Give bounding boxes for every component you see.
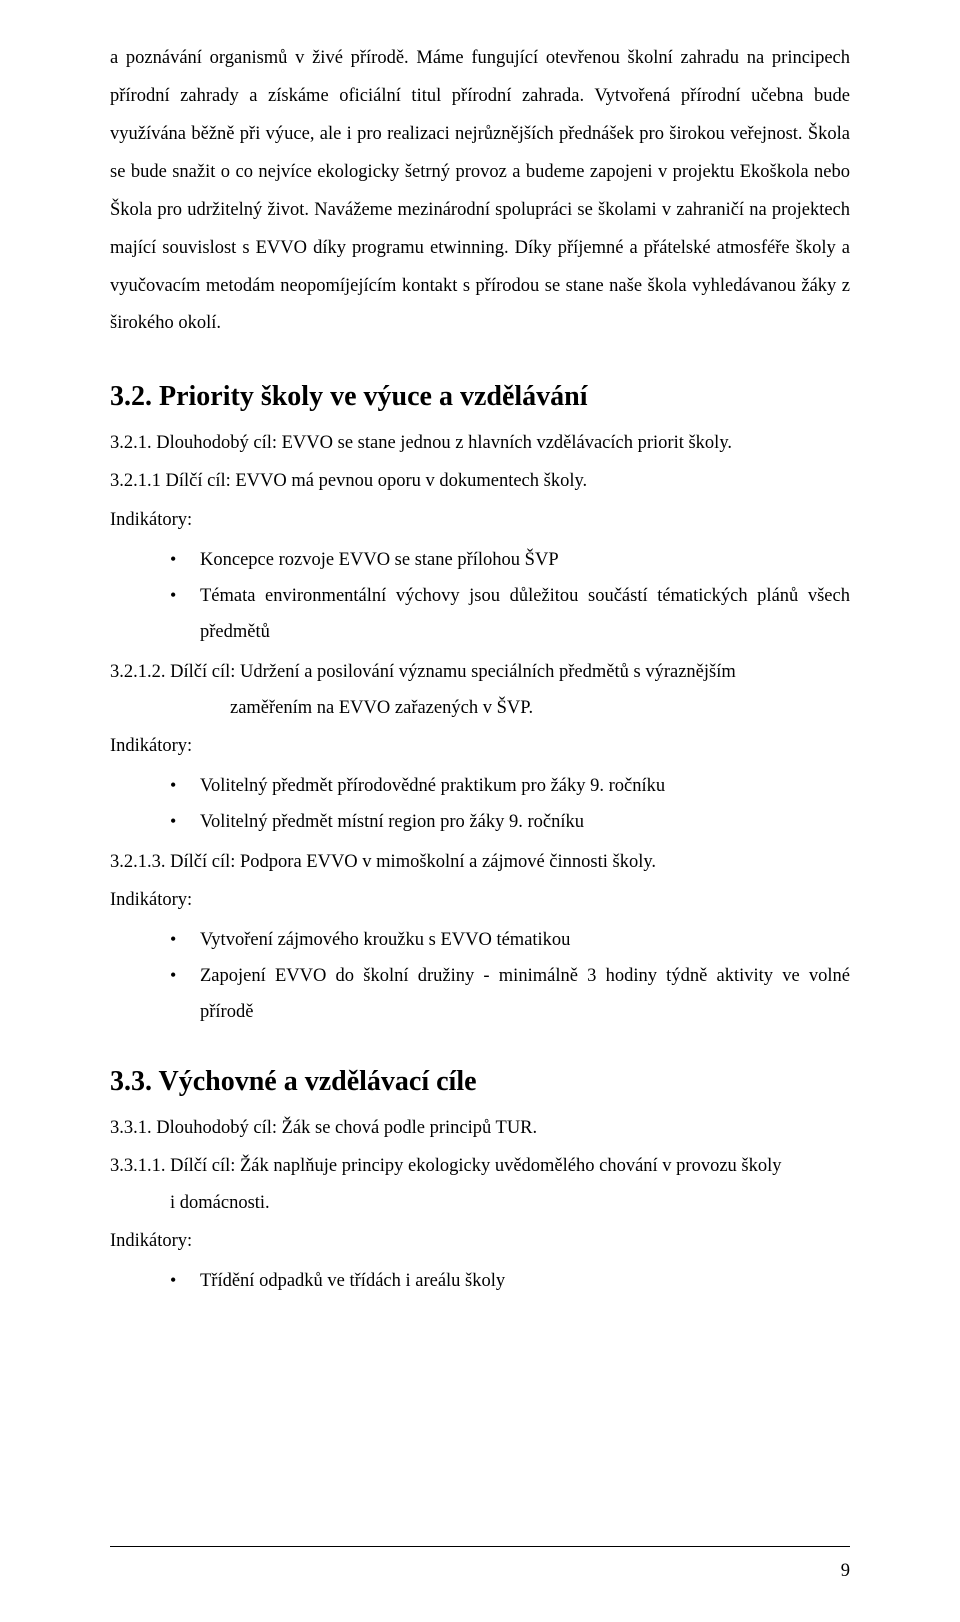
item-3-2-1-3: 3.2.1.3. Dílčí cíl: Podpora EVVO v mimoš… [110, 844, 850, 880]
footer-rule [110, 1546, 850, 1547]
page-number: 9 [841, 1561, 850, 1582]
indicators-label-2: Indikátory: [110, 728, 850, 764]
item-3-2-1-2-cont: zaměřením na EVVO zařazených v ŠVP. [110, 690, 850, 726]
item-3-3-1-1-cont: i domácnosti. [110, 1185, 850, 1221]
heading-3-3: 3.3. Výchovné a vzdělávací cíle [110, 1066, 850, 1098]
indicators-label-4: Indikátory: [110, 1223, 850, 1259]
indicators-label-1: Indikátory: [110, 502, 850, 538]
indicators-label-3: Indikátory: [110, 882, 850, 918]
bullet-item: Vytvoření zájmového kroužku s EVVO témat… [170, 922, 850, 958]
item-3-3-1: 3.3.1. Dlouhodobý cíl: Žák se chová podl… [110, 1110, 850, 1146]
bullets-3-2-1-2: Volitelný předmět přírodovědné praktikum… [110, 768, 850, 840]
heading-3-2: 3.2. Priority školy ve výuce a vzděláván… [110, 381, 850, 413]
item-3-3-1-1: 3.3.1.1. Dílčí cíl: Žák naplňuje princip… [110, 1148, 850, 1184]
item-3-2-1: 3.2.1. Dlouhodobý cíl: EVVO se stane jed… [110, 425, 850, 461]
bullet-item: Témata environmentální výchovy jsou důle… [170, 578, 850, 650]
bullet-item: Třídění odpadků ve třídách i areálu škol… [170, 1263, 850, 1299]
bullet-item: Koncepce rozvoje EVVO se stane přílohou … [170, 542, 850, 578]
bullet-item: Volitelný předmět přírodovědné praktikum… [170, 768, 850, 804]
intro-paragraph: a poznávání organismů v živé přírodě. Má… [110, 40, 850, 343]
bullets-3-2-1-3: Vytvoření zájmového kroužku s EVVO témat… [110, 922, 850, 1030]
item-3-2-1-2: 3.2.1.2. Dílčí cíl: Udržení a posilování… [110, 654, 850, 690]
bullets-3-2-1-1: Koncepce rozvoje EVVO se stane přílohou … [110, 542, 850, 650]
item-3-2-1-1: 3.2.1.1 Dílčí cíl: EVVO má pevnou oporu … [110, 463, 850, 499]
bullet-item: Volitelný předmět místní region pro žáky… [170, 804, 850, 840]
bullet-item: Zapojení EVVO do školní družiny - minimá… [170, 958, 850, 1030]
bullets-3-3-1-1: Třídění odpadků ve třídách i areálu škol… [110, 1263, 850, 1299]
